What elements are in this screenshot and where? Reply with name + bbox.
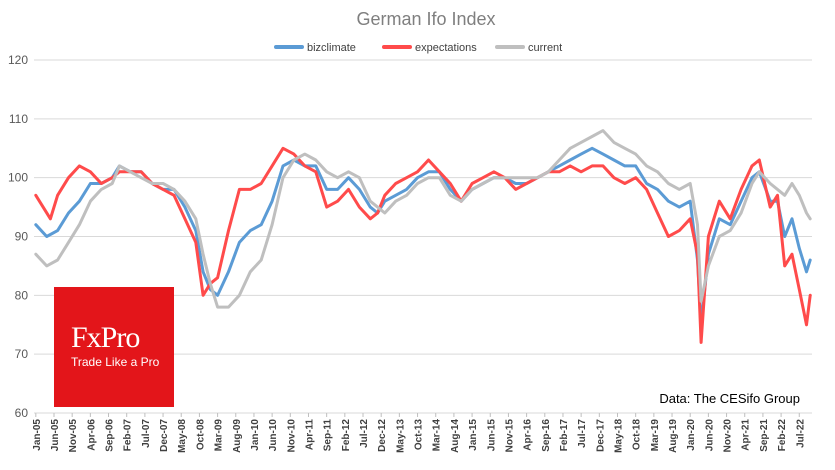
x-axis: Jan-05 Jun-05 Nov-05 Apr-06 Sep-06 Feb-07 Jul-… [32,413,806,453]
x-tick-label: Dec-12 [377,419,388,452]
x-tick-label: Nov-10 [286,419,297,453]
x-tick-label: Jan-20 [686,419,697,451]
chart-legend: bizclimate expectations current [274,42,562,54]
x-tick-label: Oct-13 [414,419,425,451]
fxpro-logo: FxPro Trade Like a Pro [54,287,174,407]
x-tick-label: Feb-12 [341,419,352,452]
logo-brand: FxPro [71,321,140,354]
x-tick-label: Dec-07 [159,419,170,452]
y-axis: 60 70 80 90 100 110 120 [8,53,28,420]
chart-gridlines [34,59,812,414]
x-tick-label: Aug-09 [232,419,243,453]
x-tick-label: Nov-20 [723,419,734,453]
x-tick-label: Sep-06 [105,419,116,452]
source-note: Data: The CESifo Group [659,391,800,406]
x-tick-label: Aug-19 [668,419,679,453]
chart-title: German Ifo Index [356,9,495,29]
x-tick-label: Jul-12 [359,419,370,448]
x-tick-label: Apr-06 [86,419,97,451]
chart-series [34,129,812,344]
y-tick-label: 70 [15,347,29,361]
x-tick-label: Oct-08 [195,419,206,451]
legend-label-bizclimate: bizclimate [307,42,356,54]
x-tick-label: May-13 [395,419,406,453]
x-tick-label: Jan-05 [32,419,43,451]
y-tick-label: 90 [15,230,29,244]
x-tick-label: Apr-11 [304,419,315,451]
x-tick-label: Jul-22 [795,419,806,448]
x-tick-label: May-08 [177,419,188,453]
x-tick-label: Jun-10 [268,419,279,452]
y-tick-label: 110 [9,112,28,126]
x-tick-label: Apr-16 [523,419,534,451]
x-tick-label: Apr-21 [741,419,752,451]
legend-label-expectations: expectations [415,42,477,54]
x-tick-label: Mar-19 [650,419,661,452]
x-tick-label: Sep-16 [541,419,552,452]
x-tick-label: Jan-15 [468,419,479,451]
x-tick-label: Jan-10 [250,419,261,451]
x-tick-label: Sep-11 [323,419,334,452]
x-tick-label: Nov-05 [68,419,79,453]
x-tick-label: Aug-14 [450,419,461,453]
series-line-expectations [34,146,812,344]
logo-tagline: Trade Like a Pro [71,355,160,369]
x-tick-label: Mar-09 [214,419,225,452]
y-tick-label: 80 [15,288,29,302]
legend-label-current: current [528,42,562,54]
x-tick-label: Jul-07 [141,419,152,448]
x-tick-label: Feb-17 [559,419,570,452]
x-tick-label: Sep-21 [759,419,770,452]
y-tick-label: 100 [8,171,28,185]
y-tick-label: 120 [8,53,28,67]
x-tick-label: Dec-17 [595,419,606,452]
x-tick-label: Oct-18 [632,419,643,451]
x-tick-label: Jun-20 [704,419,715,452]
x-tick-label: Mar-14 [432,419,443,452]
x-tick-label: Jun-05 [50,419,61,452]
x-tick-label: Nov-15 [504,419,515,453]
x-tick-label: Jun-15 [486,419,497,452]
y-tick-label: 60 [15,406,29,420]
x-tick-label: Feb-22 [777,419,788,452]
x-tick-label: Jul-17 [577,419,588,448]
x-tick-label: Feb-07 [123,419,134,452]
series-line-current [34,129,812,309]
x-tick-label: May-18 [614,419,625,453]
